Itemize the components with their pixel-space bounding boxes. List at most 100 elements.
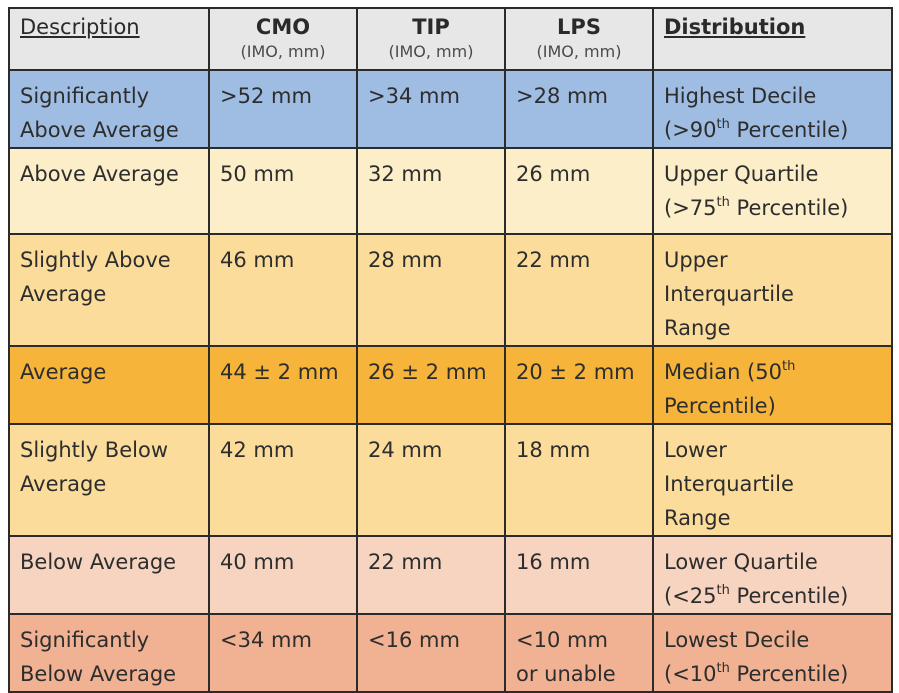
header-description-label: Description [20,15,140,39]
distribution-line: Upper Quartile [664,157,890,191]
cell-lps: >28 mm [504,69,654,149]
cell-distribution: Highest Decile (>90th Percentile) [652,69,893,149]
cell-distribution: Median (50th Percentile) [652,345,893,425]
header-cmo-unit: (IMO, mm) [240,42,326,61]
table-row: Below Average 40 mm 22 mm 16 mm Lower Quarti… [8,535,893,615]
header-description: Description [8,7,210,71]
distribution-text: Lower Quartile [664,550,818,574]
cell-description: Below Average [8,535,210,615]
ordinal-suffix: th [716,195,730,210]
lps-value: <10 mm [516,628,608,652]
cell-description: Significantly Above Average [8,69,210,149]
ordinal-suffix: th [716,583,730,598]
distribution-line: Interquartile [664,277,890,311]
cell-distribution: Upper Quartile (>75th Percentile) [652,147,893,235]
header-tip-label: TIP [412,15,450,39]
tip-value: <16 mm [368,628,460,652]
table-row: Significantly Below Average <34 mm <16 mm <1… [8,613,893,693]
cmo-value: 44 ± 2 mm [220,360,339,384]
distribution-line: Percentile) [664,389,890,422]
description-line: Above Average [20,162,179,186]
cell-distribution: Lower Interquartile Range [652,423,893,537]
lps-value: 20 ± 2 mm [516,360,635,384]
distribution-line: Median (50th [664,355,890,389]
header-cmo: CMO (IMO, mm) [208,7,358,71]
tip-value: 24 mm [368,438,443,462]
distribution-line: Range [664,501,890,534]
distribution-line: Upper [664,243,890,277]
cell-tip: 28 mm [356,233,506,347]
cell-tip: 26 ± 2 mm [356,345,506,425]
distribution-text: Percentile) [664,394,776,418]
cell-tip: 32 mm [356,147,506,235]
description-line: Below Average [20,662,177,686]
lps-value: >28 mm [516,84,608,108]
cell-description: Slightly Below Average [8,423,210,537]
distribution-line: Lowest Decile [664,623,890,657]
lps-value: 22 mm [516,248,591,272]
distribution-text: Range [664,506,731,530]
norms-table-frame: Description CMO (IMO, mm) TIP (IMO, mm) … [8,7,893,693]
distribution-text: (>75 [664,196,717,220]
cell-lps: 20 ± 2 mm [504,345,654,425]
header-lps-unit: (IMO, mm) [536,42,622,61]
distribution-text: Upper Quartile [664,162,819,186]
distribution-line: Lower [664,433,890,467]
header-lps: LPS (IMO, mm) [504,7,654,71]
tip-value: 28 mm [368,248,443,272]
distribution-text: Interquartile [664,472,794,496]
distribution-text-suffix: Percentile) [729,118,849,142]
cell-tip: 22 mm [356,535,506,615]
distribution-text: (>90 [664,118,717,142]
distribution-text: Interquartile [664,282,794,306]
cell-distribution: Lowest Decile (<10th Percentile) [652,613,893,693]
distribution-text: Upper [664,248,728,272]
table-row: Slightly Below Average 42 mm 24 mm 18 mm Lowe… [8,423,893,537]
header-distribution-label: Distribution [664,15,806,39]
distribution-line: (<10th Percentile) [664,657,890,690]
cell-distribution: Upper Interquartile Range [652,233,893,347]
header-row: Description CMO (IMO, mm) TIP (IMO, mm) … [8,7,893,71]
distribution-text: Highest Decile [664,84,817,108]
distribution-text: (<25 [664,584,717,608]
tip-value: 22 mm [368,550,443,574]
header-tip: TIP (IMO, mm) [356,7,506,71]
cell-tip: >34 mm [356,69,506,149]
lps-value: or unable [516,662,616,686]
cell-cmo: 40 mm [208,535,358,615]
cell-description: Average [8,345,210,425]
description-line: Slightly Below [20,438,168,462]
cmo-value: >52 mm [220,84,312,108]
cell-description: Slightly Above Average [8,233,210,347]
cell-lps: 26 mm [504,147,654,235]
description-line: Slightly Above [20,248,171,272]
ordinal-suffix: th [716,117,730,132]
header-tip-unit: (IMO, mm) [388,42,474,61]
cell-distribution: Lower Quartile (<25th Percentile) [652,535,893,615]
distribution-line: (<25th Percentile) [664,579,890,612]
cell-cmo: 44 ± 2 mm [208,345,358,425]
lps-value: 26 mm [516,162,591,186]
description-line: Significantly [20,84,150,108]
tip-value: >34 mm [368,84,460,108]
description-line: Average [20,360,107,384]
cell-cmo: 46 mm [208,233,358,347]
cell-tip: 24 mm [356,423,506,537]
description-line: Average [20,472,107,496]
cmo-value: 46 mm [220,248,295,272]
cell-lps: <10 mm or unable [504,613,654,693]
cell-cmo: <34 mm [208,613,358,693]
cmo-value: <34 mm [220,628,312,652]
description-line: Significantly [20,628,150,652]
ordinal-suffix: th [781,359,796,374]
distribution-line: (>75th Percentile) [664,191,890,225]
tip-value: 32 mm [368,162,443,186]
cmo-value: 40 mm [220,550,295,574]
norms-table: Description CMO (IMO, mm) TIP (IMO, mm) … [8,7,893,693]
ordinal-suffix: th [716,661,730,676]
distribution-text-suffix: Percentile) [729,584,849,608]
distribution-line: Interquartile [664,467,890,501]
cell-lps: 16 mm [504,535,654,615]
distribution-text-suffix: Percentile) [729,662,849,686]
distribution-line: Highest Decile [664,79,890,113]
